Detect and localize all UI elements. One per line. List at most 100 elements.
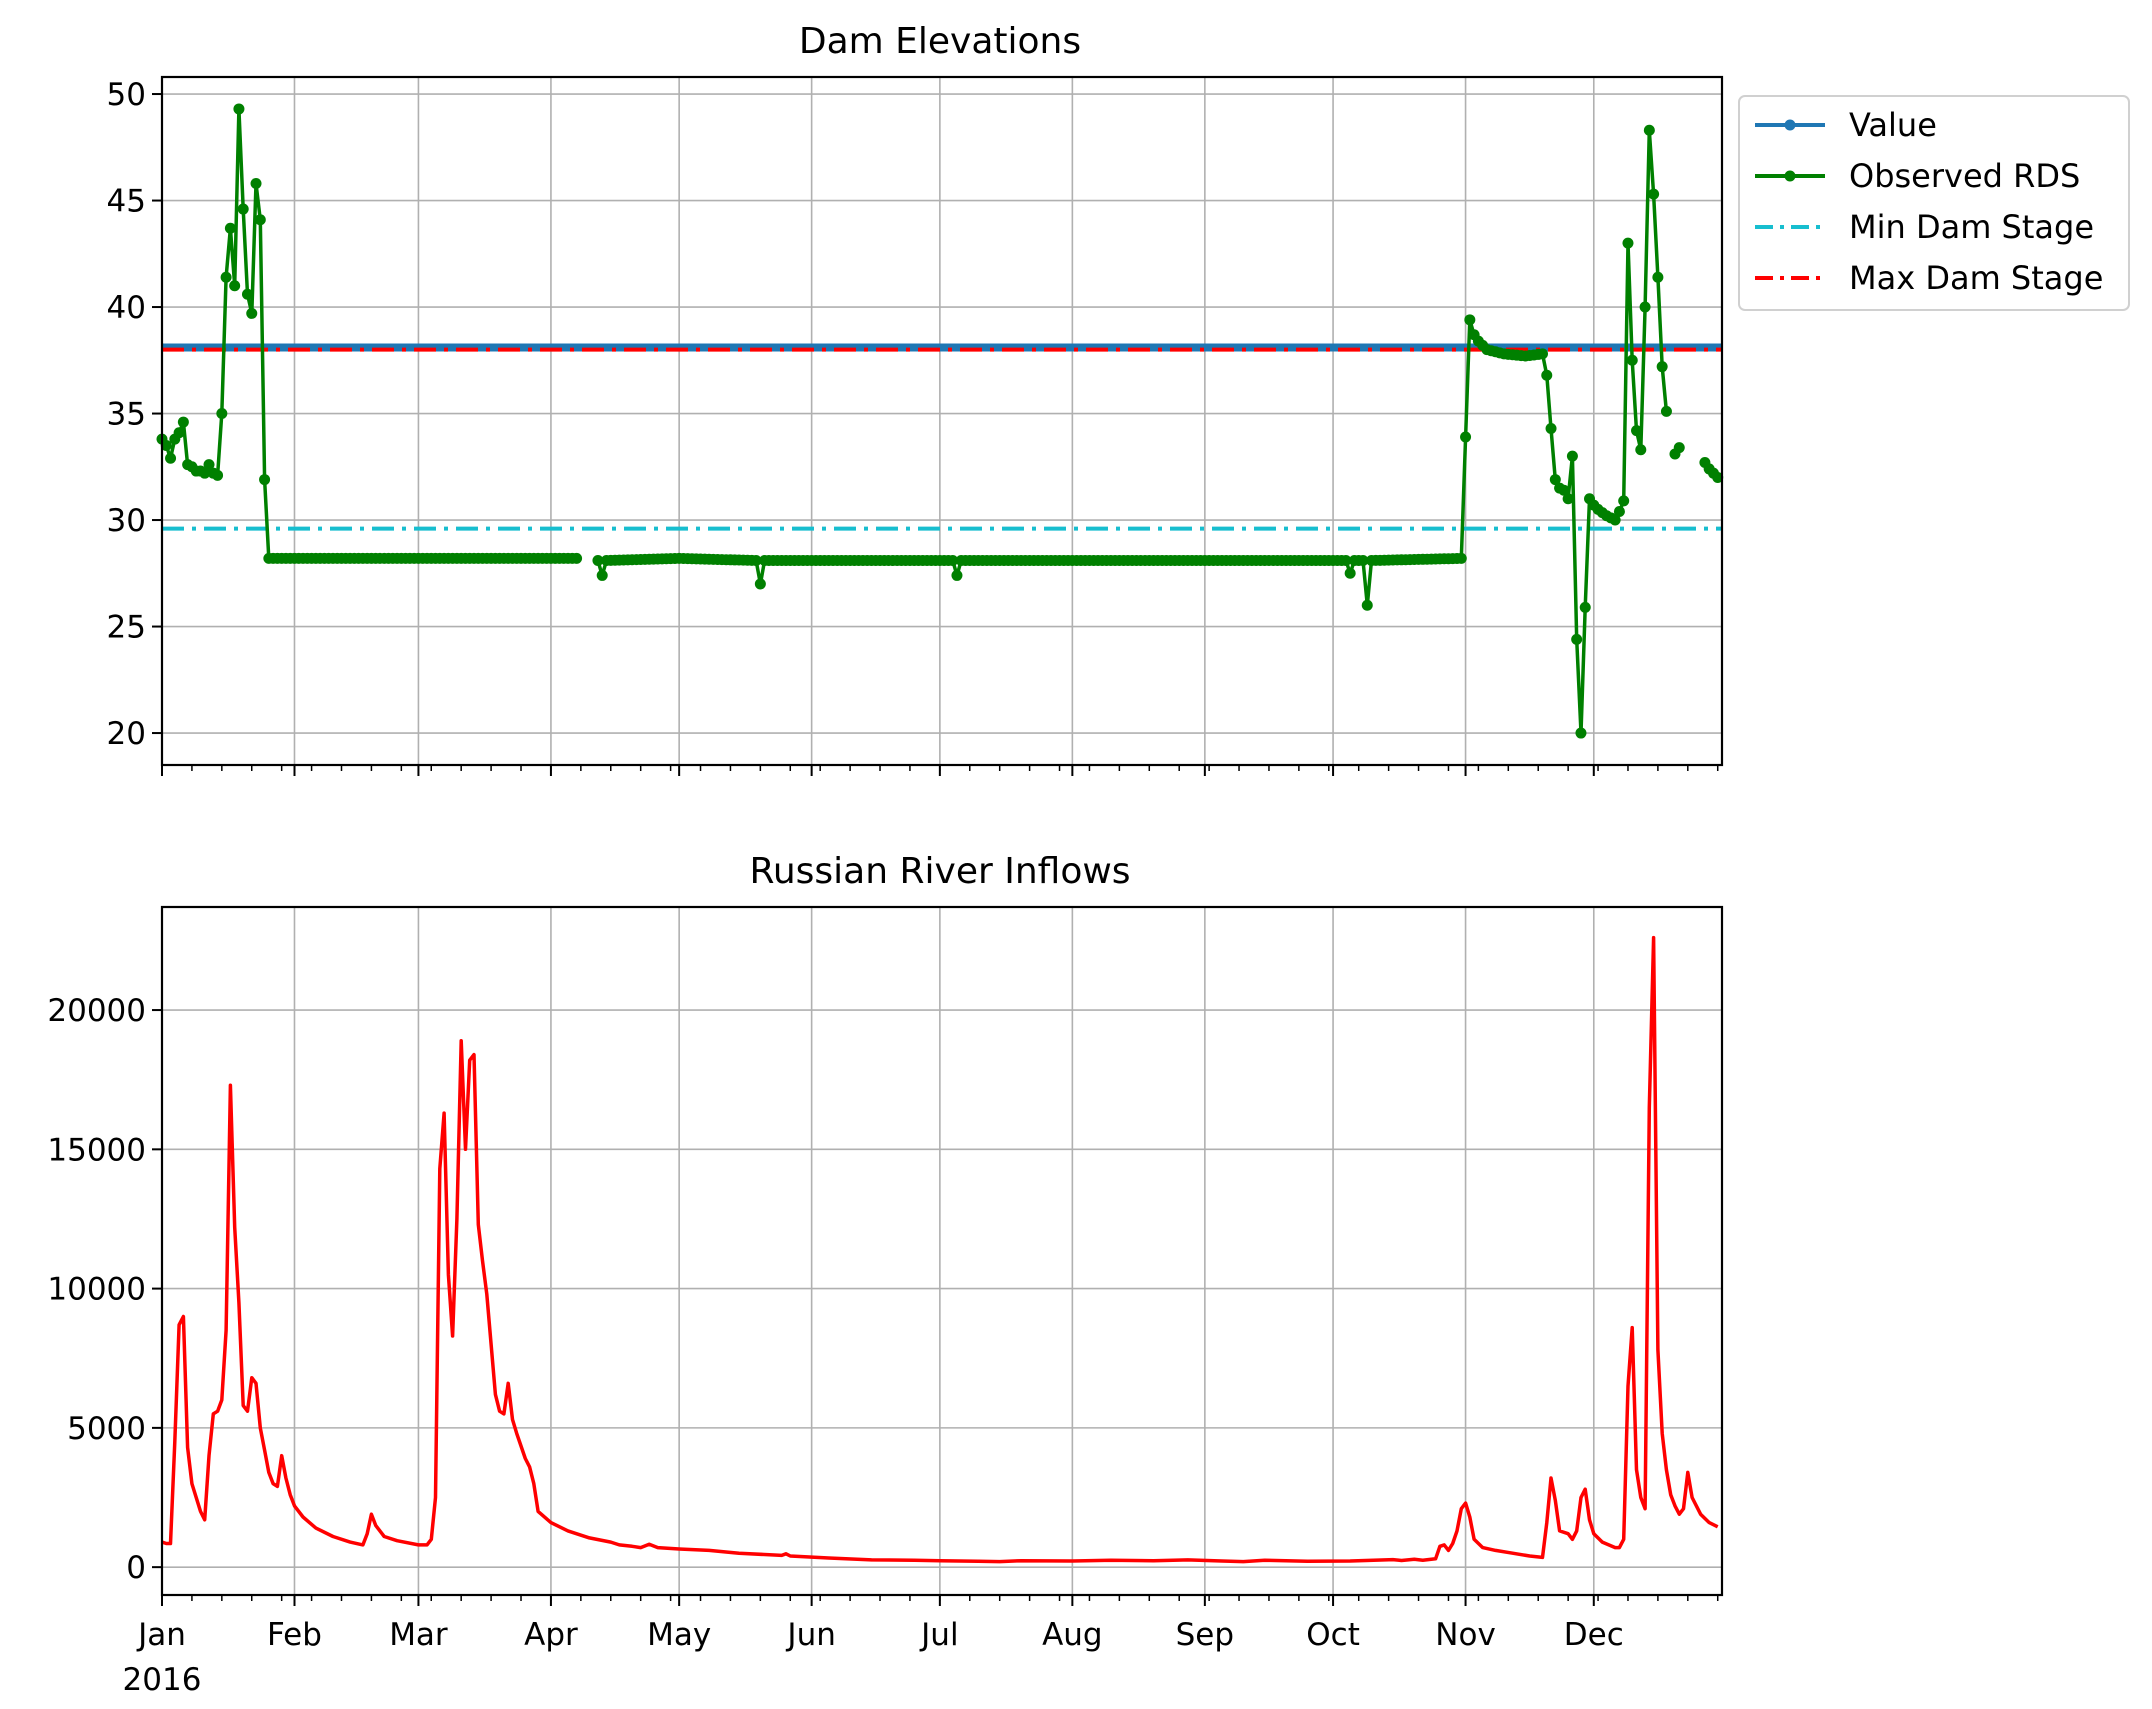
x-tick-label: May [647,1617,711,1653]
data-point [1631,425,1643,437]
y-tick-label: 15000 [47,1132,146,1168]
data-point [237,203,249,215]
data-point [1622,237,1634,249]
data-point [951,569,963,581]
data-point [592,555,604,567]
data-point [1340,555,1352,567]
data-point [1575,727,1587,739]
data-point [212,469,224,481]
x-tick-label: Nov [1435,1617,1496,1653]
data-point [241,288,253,300]
data-point [1643,124,1655,136]
russian-river-inflows-x-axis: Jan Feb Mar Apr May Jun Jul Aug Sep Oct Nov Dec [136,1595,1719,1653]
data-point [1656,361,1668,373]
data-point [1660,405,1672,417]
data-point [1344,567,1356,579]
data-point [160,439,172,451]
legend-marker [1784,119,1796,131]
russian-river-inflows-title: Russian River Inflows [749,851,1130,892]
data-point [947,555,959,567]
x-axis-year-label: 2016 [123,1662,202,1698]
legend-label: Max Dam Stage [1849,259,2103,297]
russian-river-inflows-series [161,935,1719,1564]
data-point [1712,471,1724,483]
y-tick-label: 45 [107,184,146,220]
data-point [229,280,241,292]
data-point [1562,493,1574,505]
y-tick-label: 35 [107,397,146,433]
data-point [259,474,271,486]
data-point [177,416,189,428]
y-tick-label: 25 [107,610,146,646]
dam-elevations-title: Dam Elevations [799,21,1081,62]
data-point [165,452,177,464]
legend-label: Observed RDS [1849,157,2080,195]
series-line [161,935,1719,1564]
data-point [1609,514,1621,526]
dam-elevations-series [156,103,1724,739]
y-tick-label: 5000 [67,1411,146,1447]
data-point [571,552,583,564]
russian-river-inflows-frame [160,905,1724,1597]
data-point [1545,422,1557,434]
data-point [1460,431,1472,443]
data-point [1652,271,1664,283]
data-point [1357,555,1369,567]
data-point [1579,601,1591,613]
y-tick-label: 50 [107,77,146,113]
data-point [246,307,258,319]
legend-label: Value [1849,106,1937,144]
x-tick-label: Apr [524,1617,578,1653]
legend-items: Value Observed RDS Min Dam Stage Max Dam St… [1755,106,2103,297]
y-tick-label: 40 [107,290,146,326]
russian-river-inflows-y-axis: 0 5000 10000 15000 20000 [47,993,162,1586]
data-point [1536,348,1548,360]
data-point [1635,444,1647,456]
x-tick-label: Oct [1306,1617,1360,1653]
data-point [254,214,266,226]
x-tick-label: Sep [1176,1617,1234,1653]
legend-marker [1784,170,1796,182]
data-point [754,578,766,590]
data-point [233,103,245,115]
data-point [203,459,215,471]
data-point [1361,599,1373,611]
x-tick-label: Jul [919,1617,958,1653]
russian-river-inflows-chart: Russian River Inflows 0 5000 10000 15000 200… [47,851,1724,1698]
data-point [1549,474,1561,486]
x-tick-label: Mar [389,1617,448,1653]
data-point [1618,495,1630,507]
y-tick-label: 0 [126,1550,146,1586]
data-point [1455,552,1467,564]
data-point [173,427,185,439]
x-tick-label: Jun [785,1617,835,1653]
data-point [1673,442,1685,454]
dam-elevations-frame [160,75,1724,767]
dam-elevations-y-axis: 20 25 30 35 40 45 50 [107,77,162,752]
y-tick-label: 20000 [47,993,146,1029]
y-tick-label: 20 [107,716,146,752]
x-tick-label: Feb [267,1617,322,1653]
data-point [199,467,211,479]
x-tick-label: Aug [1042,1617,1103,1653]
data-point [216,408,228,420]
y-tick-label: 30 [107,503,146,539]
data-point [1613,506,1625,518]
data-point [596,569,608,581]
y-tick-label: 10000 [47,1272,146,1308]
data-point [1566,450,1578,462]
data-point [750,555,762,567]
x-tick-label: Dec [1564,1617,1624,1653]
x-tick-label: Jan [136,1617,186,1653]
data-point [1639,301,1651,313]
legend: Value Observed RDS Min Dam Stage Max Dam St… [1738,95,2130,311]
data-point [1541,369,1553,381]
legend-label: Min Dam Stage [1849,208,2094,246]
dam-elevations-chart: Dam Elevations 20 25 30 35 40 45 50 [107,21,1724,776]
data-point [1626,354,1638,366]
data-point [1558,484,1570,496]
dam-elevations-x-axis [161,765,1719,776]
data-point [250,178,262,190]
data-point [224,222,236,234]
